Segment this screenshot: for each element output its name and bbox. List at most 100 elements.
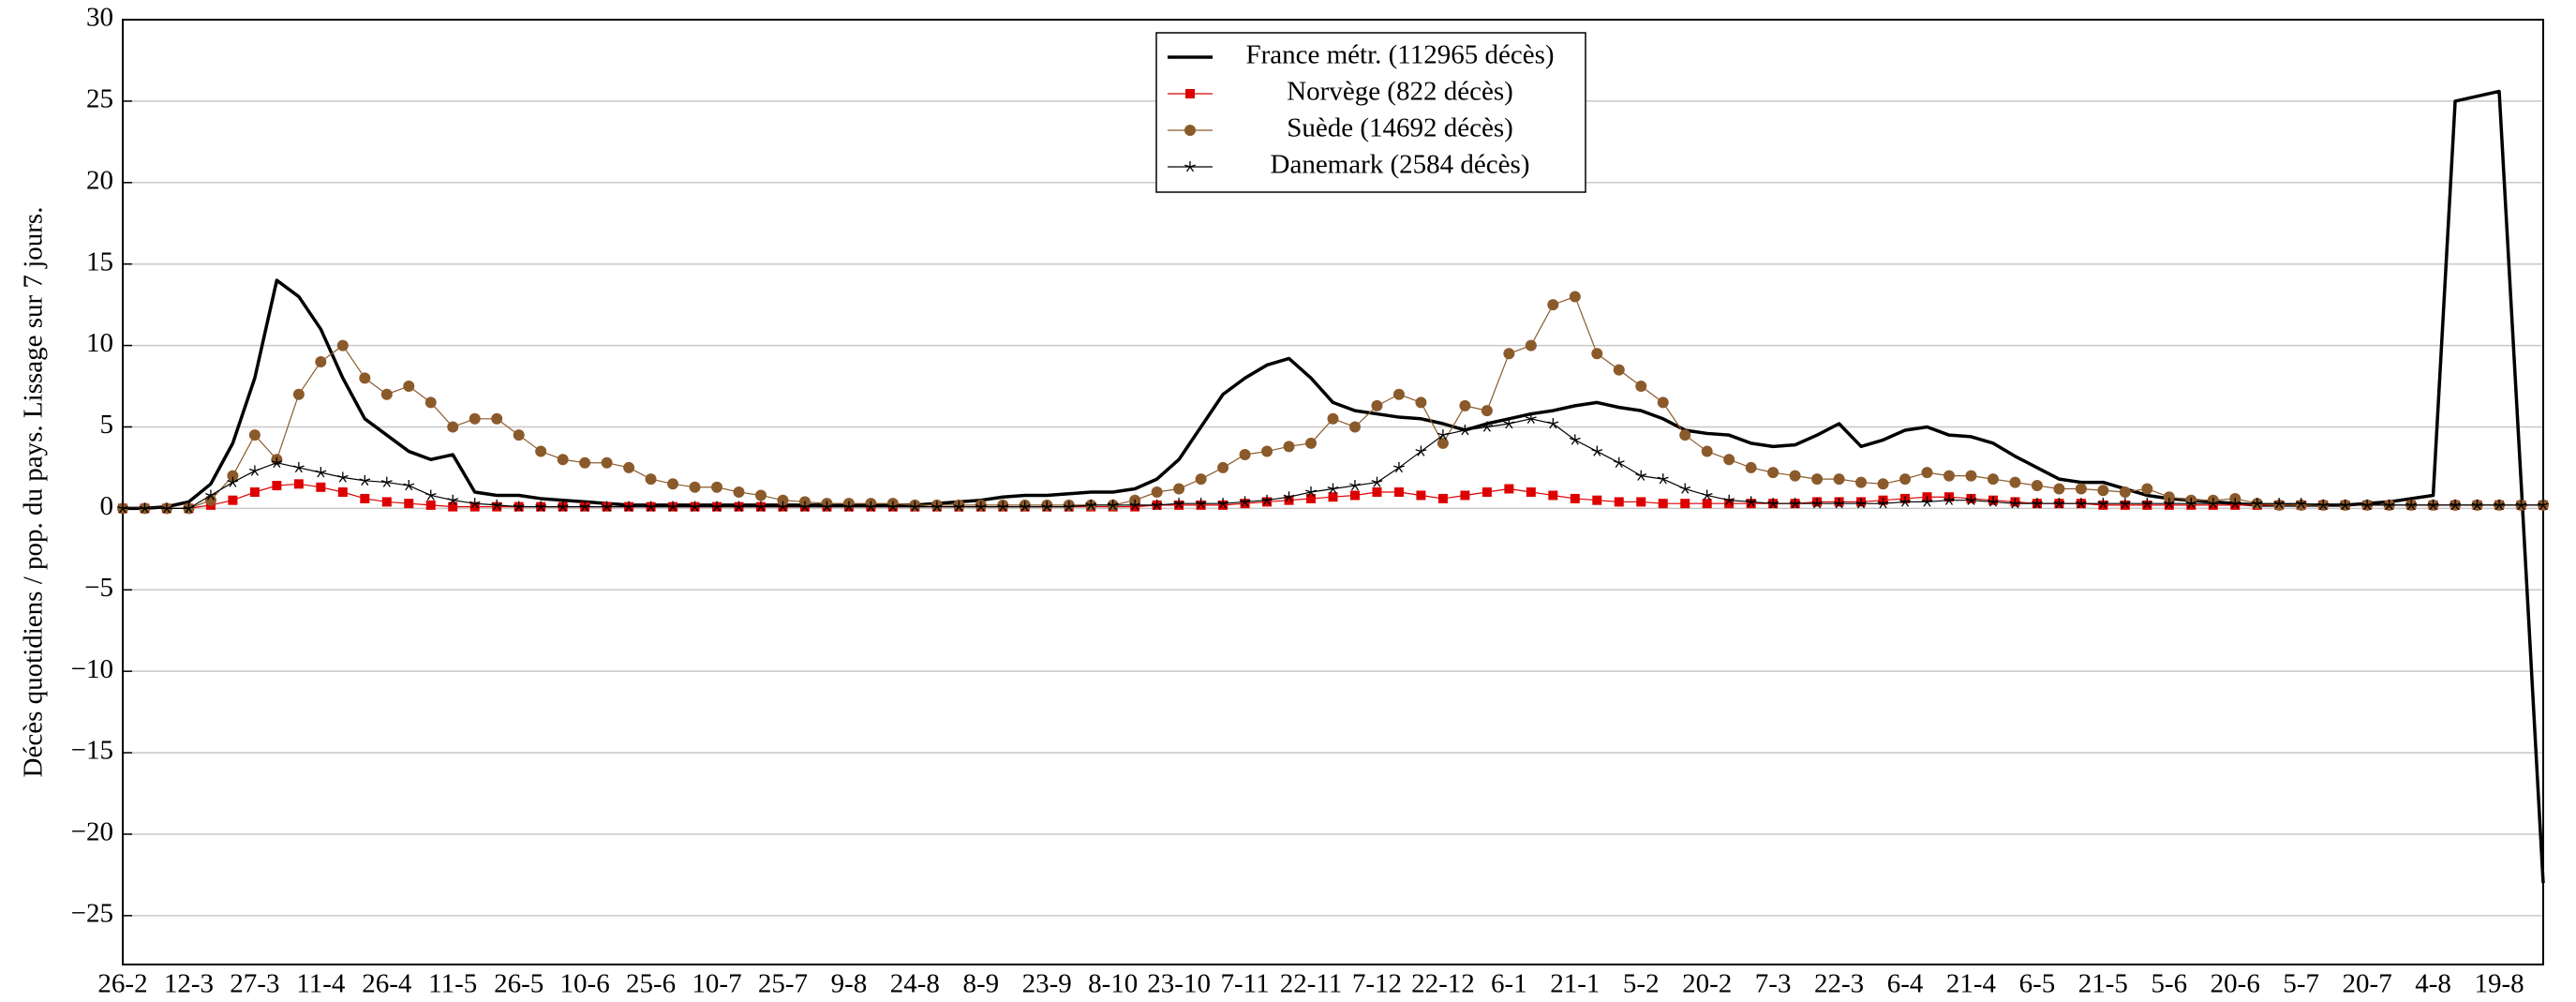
marker: [1415, 445, 1427, 456]
x-tick-label: 20-7: [2343, 969, 2392, 999]
marker: [1328, 492, 1338, 502]
marker: [2119, 498, 2131, 509]
marker: [1261, 494, 1273, 505]
marker: [228, 495, 238, 505]
marker: [1789, 498, 1801, 509]
marker: [491, 412, 503, 425]
x-tick-label: 11-4: [296, 969, 346, 999]
marker: [2339, 499, 2351, 511]
marker: [1503, 348, 1515, 360]
y-tick-label: 20: [86, 165, 113, 195]
x-tick-label: 23-9: [1022, 969, 1072, 999]
x-tick-label: 7-11: [1221, 969, 1270, 999]
marker: [1943, 470, 1955, 482]
x-tick-label: 4-8: [2415, 969, 2451, 999]
x-tick-label: 22-3: [1814, 969, 1864, 999]
marker: [1965, 470, 1977, 482]
x-tick-label: 5-6: [2151, 969, 2187, 999]
marker: [689, 481, 701, 493]
marker: [1680, 499, 1690, 509]
y-tick-label: −25: [71, 899, 113, 929]
marker: [1702, 499, 1712, 509]
marker: [2031, 480, 2043, 492]
x-tick-label: 21-4: [1946, 969, 1997, 999]
marker: [161, 502, 172, 514]
marker: [997, 501, 1009, 512]
marker: [1921, 467, 1933, 479]
marker: [1371, 476, 1383, 487]
marker: [292, 388, 305, 400]
marker: [1416, 490, 1426, 501]
marker: [2097, 498, 2109, 509]
marker: [469, 412, 481, 425]
y-tick-label: 15: [86, 247, 113, 277]
marker: [1481, 421, 1493, 432]
marker: [1701, 445, 1713, 457]
marker: [1503, 418, 1515, 429]
marker: [1184, 161, 1196, 172]
y-tick-label: 25: [86, 84, 113, 114]
marker: [1306, 493, 1317, 503]
marker: [2098, 500, 2108, 510]
marker: [1745, 461, 1757, 473]
marker: [1393, 487, 1404, 497]
marker: [799, 501, 811, 512]
marker: [1987, 473, 1999, 486]
marker: [359, 372, 371, 384]
marker: [711, 481, 723, 493]
legend-label: Norvège (822 décès): [1287, 77, 1513, 107]
x-tick-label: 9-8: [831, 969, 868, 999]
marker: [469, 498, 481, 509]
marker: [1965, 494, 1977, 505]
marker: [2075, 498, 2087, 509]
marker: [1217, 498, 1229, 509]
marker: [2032, 498, 2043, 509]
y-axis-label: Décès quotidiens / pop. du pays. Lissage…: [19, 207, 49, 778]
marker: [272, 481, 282, 491]
marker: [336, 339, 349, 351]
x-tick-label: 26-4: [362, 969, 412, 999]
y-tick-label: −20: [71, 817, 113, 847]
y-tick-label: −5: [84, 573, 113, 603]
marker: [1371, 399, 1383, 411]
marker: [2449, 499, 2461, 511]
marker: [821, 501, 833, 512]
marker: [1262, 497, 1273, 507]
marker: [623, 461, 635, 473]
marker: [1459, 399, 1471, 411]
marker: [1569, 291, 1581, 303]
marker: [579, 456, 591, 469]
marker: [1107, 499, 1119, 511]
marker: [2053, 483, 2065, 495]
marker: [1745, 496, 1757, 507]
marker: [2185, 498, 2197, 509]
marker: [1437, 437, 1449, 449]
marker: [1217, 461, 1229, 473]
marker: [645, 501, 657, 512]
marker: [1679, 483, 1691, 494]
marker: [777, 494, 789, 506]
marker: [404, 499, 414, 509]
marker: [315, 467, 327, 478]
marker: [1833, 473, 1845, 486]
marker: [315, 355, 327, 367]
legend-label: France métr. (112965 décès): [1245, 40, 1554, 70]
marker: [1569, 434, 1581, 445]
legend-label: Suède (14692 décès): [1287, 113, 1513, 143]
marker: [1592, 495, 1602, 505]
marker: [491, 499, 503, 511]
marker: [1174, 500, 1184, 510]
marker: [1657, 473, 1669, 485]
marker: [1348, 421, 1361, 433]
marker: [2164, 500, 2174, 510]
marker: [1349, 480, 1361, 491]
x-tick-label: 12-3: [164, 969, 214, 999]
marker: [1613, 364, 1625, 376]
marker: [359, 474, 371, 486]
marker: [1723, 454, 1735, 466]
marker: [1570, 493, 1580, 503]
x-tick-label: 26-2: [97, 969, 147, 999]
marker: [1284, 495, 1294, 505]
marker: [469, 501, 480, 512]
